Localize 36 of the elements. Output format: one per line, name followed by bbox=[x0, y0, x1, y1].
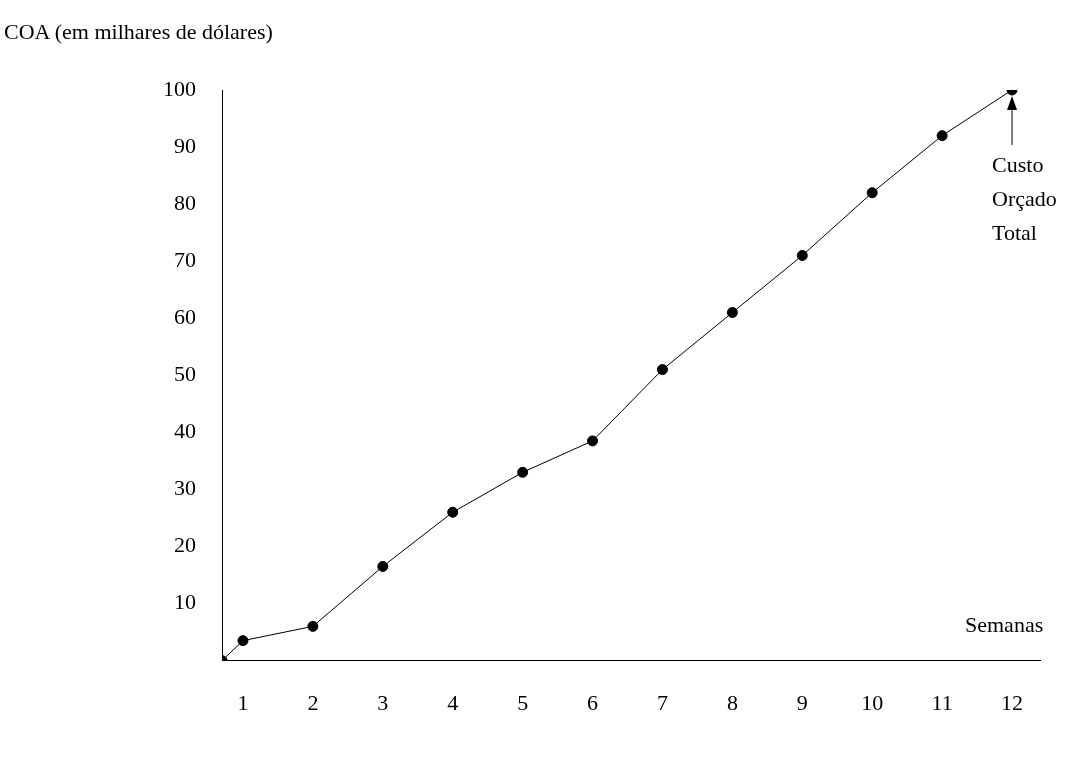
x-tick-label: 5 bbox=[517, 689, 529, 715]
y-tick-label: 50 bbox=[174, 361, 196, 387]
point bbox=[377, 560, 389, 572]
point bbox=[587, 435, 599, 447]
x-tick-label: 1 bbox=[237, 689, 249, 715]
point bbox=[726, 307, 738, 319]
x-tick-label: 10 bbox=[861, 689, 884, 715]
x-tick-label: 11 bbox=[931, 689, 953, 715]
y-tick-label: 60 bbox=[174, 304, 196, 330]
point bbox=[796, 249, 808, 261]
y-tick-label: 20 bbox=[174, 532, 196, 558]
x-tick-label: 6 bbox=[587, 689, 599, 715]
y-tick-label: 100 bbox=[163, 75, 196, 101]
y-tick-label: 10 bbox=[174, 589, 196, 615]
y-tick-label: 80 bbox=[174, 189, 196, 215]
x-tick-label: 4 bbox=[447, 689, 459, 715]
x-tick-label: 3 bbox=[377, 689, 389, 715]
point bbox=[866, 187, 878, 199]
y-tick-label: 90 bbox=[174, 132, 196, 158]
x-axis-title: Semanas bbox=[965, 612, 1044, 638]
point bbox=[237, 635, 249, 647]
annotation: Custo Orçado Total bbox=[992, 151, 1057, 245]
y-tick-label: 30 bbox=[174, 475, 196, 501]
x-tick-label: 7 bbox=[656, 689, 668, 715]
x-tick-label: 12 bbox=[1001, 689, 1024, 715]
point bbox=[307, 620, 319, 632]
x-tick-label: 2 bbox=[307, 689, 319, 715]
point bbox=[517, 466, 529, 478]
point bbox=[936, 130, 948, 142]
point bbox=[656, 364, 668, 376]
y-tick-label: 70 bbox=[174, 246, 196, 272]
point bbox=[447, 506, 459, 518]
y-tick-label: 40 bbox=[174, 418, 196, 444]
x-tick-label: 9 bbox=[796, 689, 808, 715]
y-axis-title: COA (em milhares de dólares) bbox=[4, 18, 274, 46]
x-tick-label: 8 bbox=[726, 689, 738, 715]
